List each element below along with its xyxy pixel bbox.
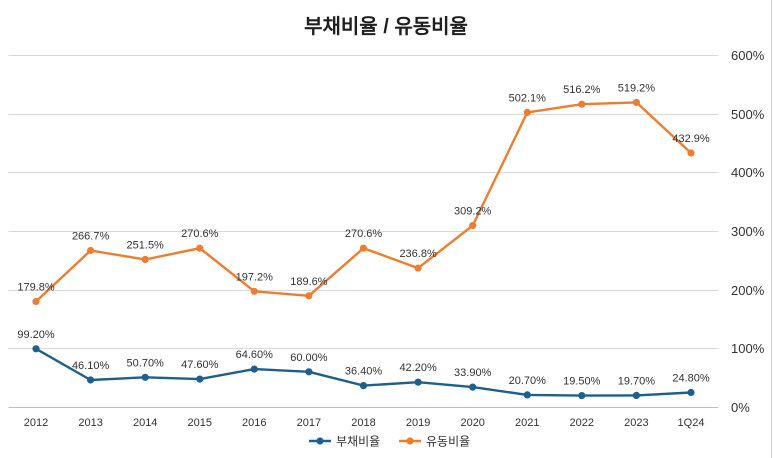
- legend-marker: [406, 437, 414, 445]
- x-tick-label: 2022: [570, 417, 594, 429]
- x-tick-label: 2020: [460, 417, 484, 429]
- data-point-marker: [196, 375, 204, 383]
- data-point-marker: [687, 388, 695, 397]
- x-tick-label: 2015: [188, 417, 212, 429]
- data-point-marker: [87, 246, 95, 255]
- data-label: 46.10%: [72, 360, 110, 372]
- data-point-marker: [687, 149, 695, 157]
- data-label: 36.40%: [345, 366, 383, 378]
- data-point-marker: [250, 365, 258, 373]
- legend-label: 부채비율: [336, 435, 380, 449]
- data-point-marker: [523, 108, 531, 116]
- legend: 부채비율 유동비율: [309, 435, 470, 449]
- data-label: 309.2%: [454, 206, 492, 218]
- data-label: 270.6%: [345, 228, 383, 240]
- series-group: 99.20% 46.10% 50.70% 47.60% 64.60% 60.00% 36.4…: [17, 329, 710, 400]
- x-tick-label: 1Q24: [678, 417, 705, 429]
- data-label: 519.2%: [618, 82, 656, 94]
- x-axis: 2012 2013 2014 2015 2016 2017 2018 2019 2020 2021…: [24, 417, 705, 429]
- data-point-marker: [250, 287, 258, 295]
- series-group: 179.8% 266.7% 251.5% 270.6% 197.2% 189.6% 270.…: [17, 82, 710, 306]
- data-point-marker: [359, 382, 368, 390]
- gridlines: [8, 55, 719, 408]
- legend-item: 유동비율: [399, 435, 470, 449]
- data-label: 42.20%: [399, 362, 437, 374]
- data-label: 432.9%: [672, 133, 710, 145]
- x-tick-label: 2012: [24, 417, 48, 429]
- data-label: 197.2%: [236, 271, 274, 283]
- y-tick-label: 200%: [731, 283, 765, 298]
- data-label: 19.70%: [618, 375, 656, 387]
- data-label: 502.1%: [509, 92, 547, 104]
- data-label: 20.70%: [509, 375, 547, 387]
- x-tick-label: 2023: [624, 417, 648, 429]
- data-point-marker: [305, 368, 313, 376]
- data-point-marker: [578, 100, 586, 108]
- data-label: 270.6%: [181, 228, 219, 240]
- data-label: 189.6%: [290, 276, 328, 288]
- y-tick-label: 500%: [731, 107, 765, 122]
- data-label: 251.5%: [127, 240, 165, 252]
- legend-item: 부채비율: [309, 435, 380, 449]
- legend-label: 유동비율: [426, 435, 470, 449]
- data-label: 24.80%: [672, 373, 710, 385]
- data-label: 60.00%: [290, 352, 328, 364]
- legend-marker: [316, 437, 324, 445]
- data-point-marker: [578, 392, 586, 400]
- data-point-marker: [414, 264, 422, 272]
- data-point-marker: [469, 383, 477, 391]
- y-tick-label: 400%: [731, 165, 765, 180]
- x-tick-label: 2019: [406, 417, 430, 429]
- data-point-marker: [632, 391, 641, 399]
- y-tick-label: 600%: [731, 48, 765, 63]
- y-tick-label: 0%: [731, 400, 750, 415]
- data-point-marker: [141, 255, 149, 264]
- series-line: [34, 101, 693, 303]
- data-label: 33.90%: [454, 367, 492, 379]
- data-point-marker: [32, 345, 40, 353]
- data-point-marker: [523, 391, 531, 399]
- y-axis: 0% 100% 200% 300% 400% 500% 600%: [731, 48, 765, 415]
- data-label: 50.70%: [127, 357, 165, 369]
- x-tick-label: 2018: [351, 417, 375, 429]
- x-tick-label: 2013: [78, 417, 102, 429]
- data-point-marker: [469, 222, 477, 230]
- data-label: 19.50%: [563, 376, 601, 388]
- data-label: 47.60%: [181, 359, 219, 371]
- data-point-marker: [632, 98, 641, 106]
- data-label: 99.20%: [17, 329, 55, 341]
- data-point-marker: [196, 244, 204, 252]
- x-tick-label: 2016: [242, 417, 266, 429]
- data-point-marker: [305, 292, 313, 300]
- data-point-marker: [359, 244, 368, 252]
- x-tick-label: 2017: [297, 417, 321, 429]
- data-point-marker: [141, 373, 149, 381]
- series-layer: 99.20% 46.10% 50.70% 47.60% 64.60% 60.00% 36.4…: [17, 82, 710, 400]
- data-label: 516.2%: [563, 84, 601, 96]
- y-tick-label: 100%: [731, 341, 765, 356]
- y-tick-label: 300%: [731, 224, 765, 239]
- data-point-marker: [414, 378, 422, 386]
- chart-title: 부채비율 / 유동비율: [304, 15, 468, 38]
- data-point-marker: [87, 376, 95, 384]
- data-point-marker: [32, 297, 40, 306]
- data-label: 179.8%: [17, 282, 55, 294]
- data-label: 266.7%: [72, 231, 110, 243]
- x-tick-label: 2014: [133, 417, 157, 429]
- x-tick-label: 2021: [515, 417, 539, 429]
- data-label: 236.8%: [399, 248, 437, 260]
- data-label: 64.60%: [236, 349, 274, 361]
